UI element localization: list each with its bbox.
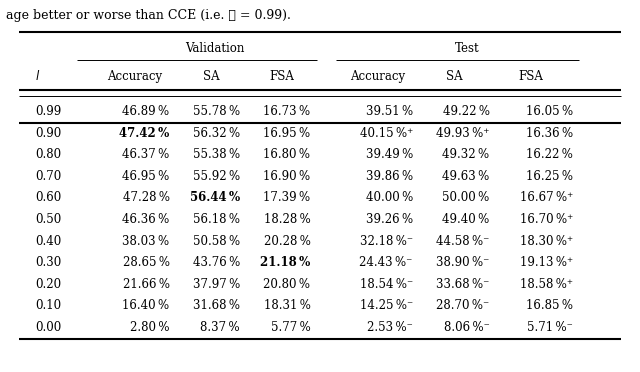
Text: 33.68 %⁻: 33.68 %⁻ <box>436 278 490 291</box>
Text: 16.95 %: 16.95 % <box>263 127 310 140</box>
Text: 47.42 %: 47.42 % <box>119 127 170 140</box>
Text: 28.65 %: 28.65 % <box>123 256 170 269</box>
Text: 21.66 %: 21.66 % <box>123 278 170 291</box>
Text: 0.40: 0.40 <box>35 235 61 247</box>
Text: Accuracy: Accuracy <box>107 70 162 83</box>
Text: 16.25 %: 16.25 % <box>526 170 573 183</box>
Text: 55.78 %: 55.78 % <box>193 105 240 118</box>
Text: Test: Test <box>455 42 479 55</box>
Text: 55.38 %: 55.38 % <box>193 148 240 161</box>
Text: 49.93 %⁺: 49.93 %⁺ <box>436 127 490 140</box>
Text: 0.10: 0.10 <box>35 299 61 312</box>
Text: FSA: FSA <box>519 70 543 83</box>
Text: 8.37 %: 8.37 % <box>200 321 240 334</box>
Text: 16.22 %: 16.22 % <box>526 148 573 161</box>
Text: 16.85 %: 16.85 % <box>526 299 573 312</box>
Text: 56.18 %: 56.18 % <box>193 213 240 226</box>
Text: 38.03 %: 38.03 % <box>122 235 170 247</box>
Text: 0.70: 0.70 <box>35 170 61 183</box>
Text: 39.49 %: 39.49 % <box>365 148 413 161</box>
Text: 39.26 %: 39.26 % <box>365 213 413 226</box>
Text: 5.77 %: 5.77 % <box>271 321 310 334</box>
Text: 20.28 %: 20.28 % <box>264 235 310 247</box>
Text: 8.06 %⁻: 8.06 %⁻ <box>444 321 490 334</box>
Text: 28.70 %⁻: 28.70 %⁻ <box>436 299 490 312</box>
Text: 18.28 %: 18.28 % <box>264 213 310 226</box>
Text: 20.80 %: 20.80 % <box>264 278 310 291</box>
Text: 56.32 %: 56.32 % <box>193 127 240 140</box>
Text: 49.22 %: 49.22 % <box>443 105 490 118</box>
Text: 39.51 %: 39.51 % <box>365 105 413 118</box>
Text: 46.95 %: 46.95 % <box>122 170 170 183</box>
Text: FSA: FSA <box>269 70 294 83</box>
Text: Accuracy: Accuracy <box>350 70 405 83</box>
Text: 21.18 %: 21.18 % <box>260 256 310 269</box>
Text: 16.80 %: 16.80 % <box>264 148 310 161</box>
Text: 18.31 %: 18.31 % <box>264 299 310 312</box>
Text: 0.20: 0.20 <box>35 278 61 291</box>
Text: 16.90 %: 16.90 % <box>263 170 310 183</box>
Text: 49.63 %: 49.63 % <box>442 170 490 183</box>
Text: 0.80: 0.80 <box>35 148 61 161</box>
Text: 18.58 %⁺: 18.58 %⁺ <box>520 278 573 291</box>
Text: 16.73 %: 16.73 % <box>263 105 310 118</box>
Text: 50.00 %: 50.00 % <box>442 192 490 204</box>
Text: 16.36 %: 16.36 % <box>525 127 573 140</box>
Text: 31.68 %: 31.68 % <box>193 299 240 312</box>
Text: 49.32 %: 49.32 % <box>442 148 490 161</box>
Text: SA: SA <box>446 70 463 83</box>
Text: 2.53 %⁻: 2.53 %⁻ <box>367 321 413 334</box>
Text: 0.30: 0.30 <box>35 256 61 269</box>
Text: 18.54 %⁻: 18.54 %⁻ <box>360 278 413 291</box>
Text: 16.40 %: 16.40 % <box>122 299 170 312</box>
Text: 32.18 %⁻: 32.18 %⁻ <box>360 235 413 247</box>
Text: 0.99: 0.99 <box>35 105 61 118</box>
Text: 17.39 %: 17.39 % <box>263 192 310 204</box>
Text: 16.05 %: 16.05 % <box>525 105 573 118</box>
Text: 39.86 %: 39.86 % <box>365 170 413 183</box>
Text: 40.00 %: 40.00 % <box>365 192 413 204</box>
Text: SA: SA <box>203 70 220 83</box>
Text: 46.89 %: 46.89 % <box>122 105 170 118</box>
Text: 19.13 %⁺: 19.13 %⁺ <box>520 256 573 269</box>
Text: Validation: Validation <box>185 42 244 55</box>
Text: 16.67 %⁺: 16.67 %⁺ <box>520 192 573 204</box>
Text: 16.70 %⁺: 16.70 %⁺ <box>520 213 573 226</box>
Text: age better or worse than CCE (i.e. ℓ = 0.99).: age better or worse than CCE (i.e. ℓ = 0… <box>6 9 291 22</box>
Text: 38.90 %⁻: 38.90 %⁻ <box>436 256 490 269</box>
Text: 44.58 %⁻: 44.58 %⁻ <box>436 235 490 247</box>
Text: 0.00: 0.00 <box>35 321 61 334</box>
Text: 37.97 %: 37.97 % <box>193 278 240 291</box>
Text: 56.44 %: 56.44 % <box>190 192 240 204</box>
Text: 24.43 %⁻: 24.43 %⁻ <box>360 256 413 269</box>
Text: 0.90: 0.90 <box>35 127 61 140</box>
Text: 14.25 %⁻: 14.25 %⁻ <box>360 299 413 312</box>
Text: 0.50: 0.50 <box>35 213 61 226</box>
Text: 0.60: 0.60 <box>35 192 61 204</box>
Text: 18.30 %⁺: 18.30 %⁺ <box>520 235 573 247</box>
Text: 2.80 %: 2.80 % <box>130 321 170 334</box>
Text: 43.76 %: 43.76 % <box>193 256 240 269</box>
Text: 49.40 %: 49.40 % <box>442 213 490 226</box>
Text: 5.71 %⁻: 5.71 %⁻ <box>527 321 573 334</box>
Text: 50.58 %: 50.58 % <box>193 235 240 247</box>
Text: 46.37 %: 46.37 % <box>122 148 170 161</box>
Text: 55.92 %: 55.92 % <box>193 170 240 183</box>
Text: 40.15 %⁺: 40.15 %⁺ <box>360 127 413 140</box>
Text: 47.28 %: 47.28 % <box>123 192 170 204</box>
Text: 46.36 %: 46.36 % <box>122 213 170 226</box>
Text: $l$: $l$ <box>35 69 40 83</box>
